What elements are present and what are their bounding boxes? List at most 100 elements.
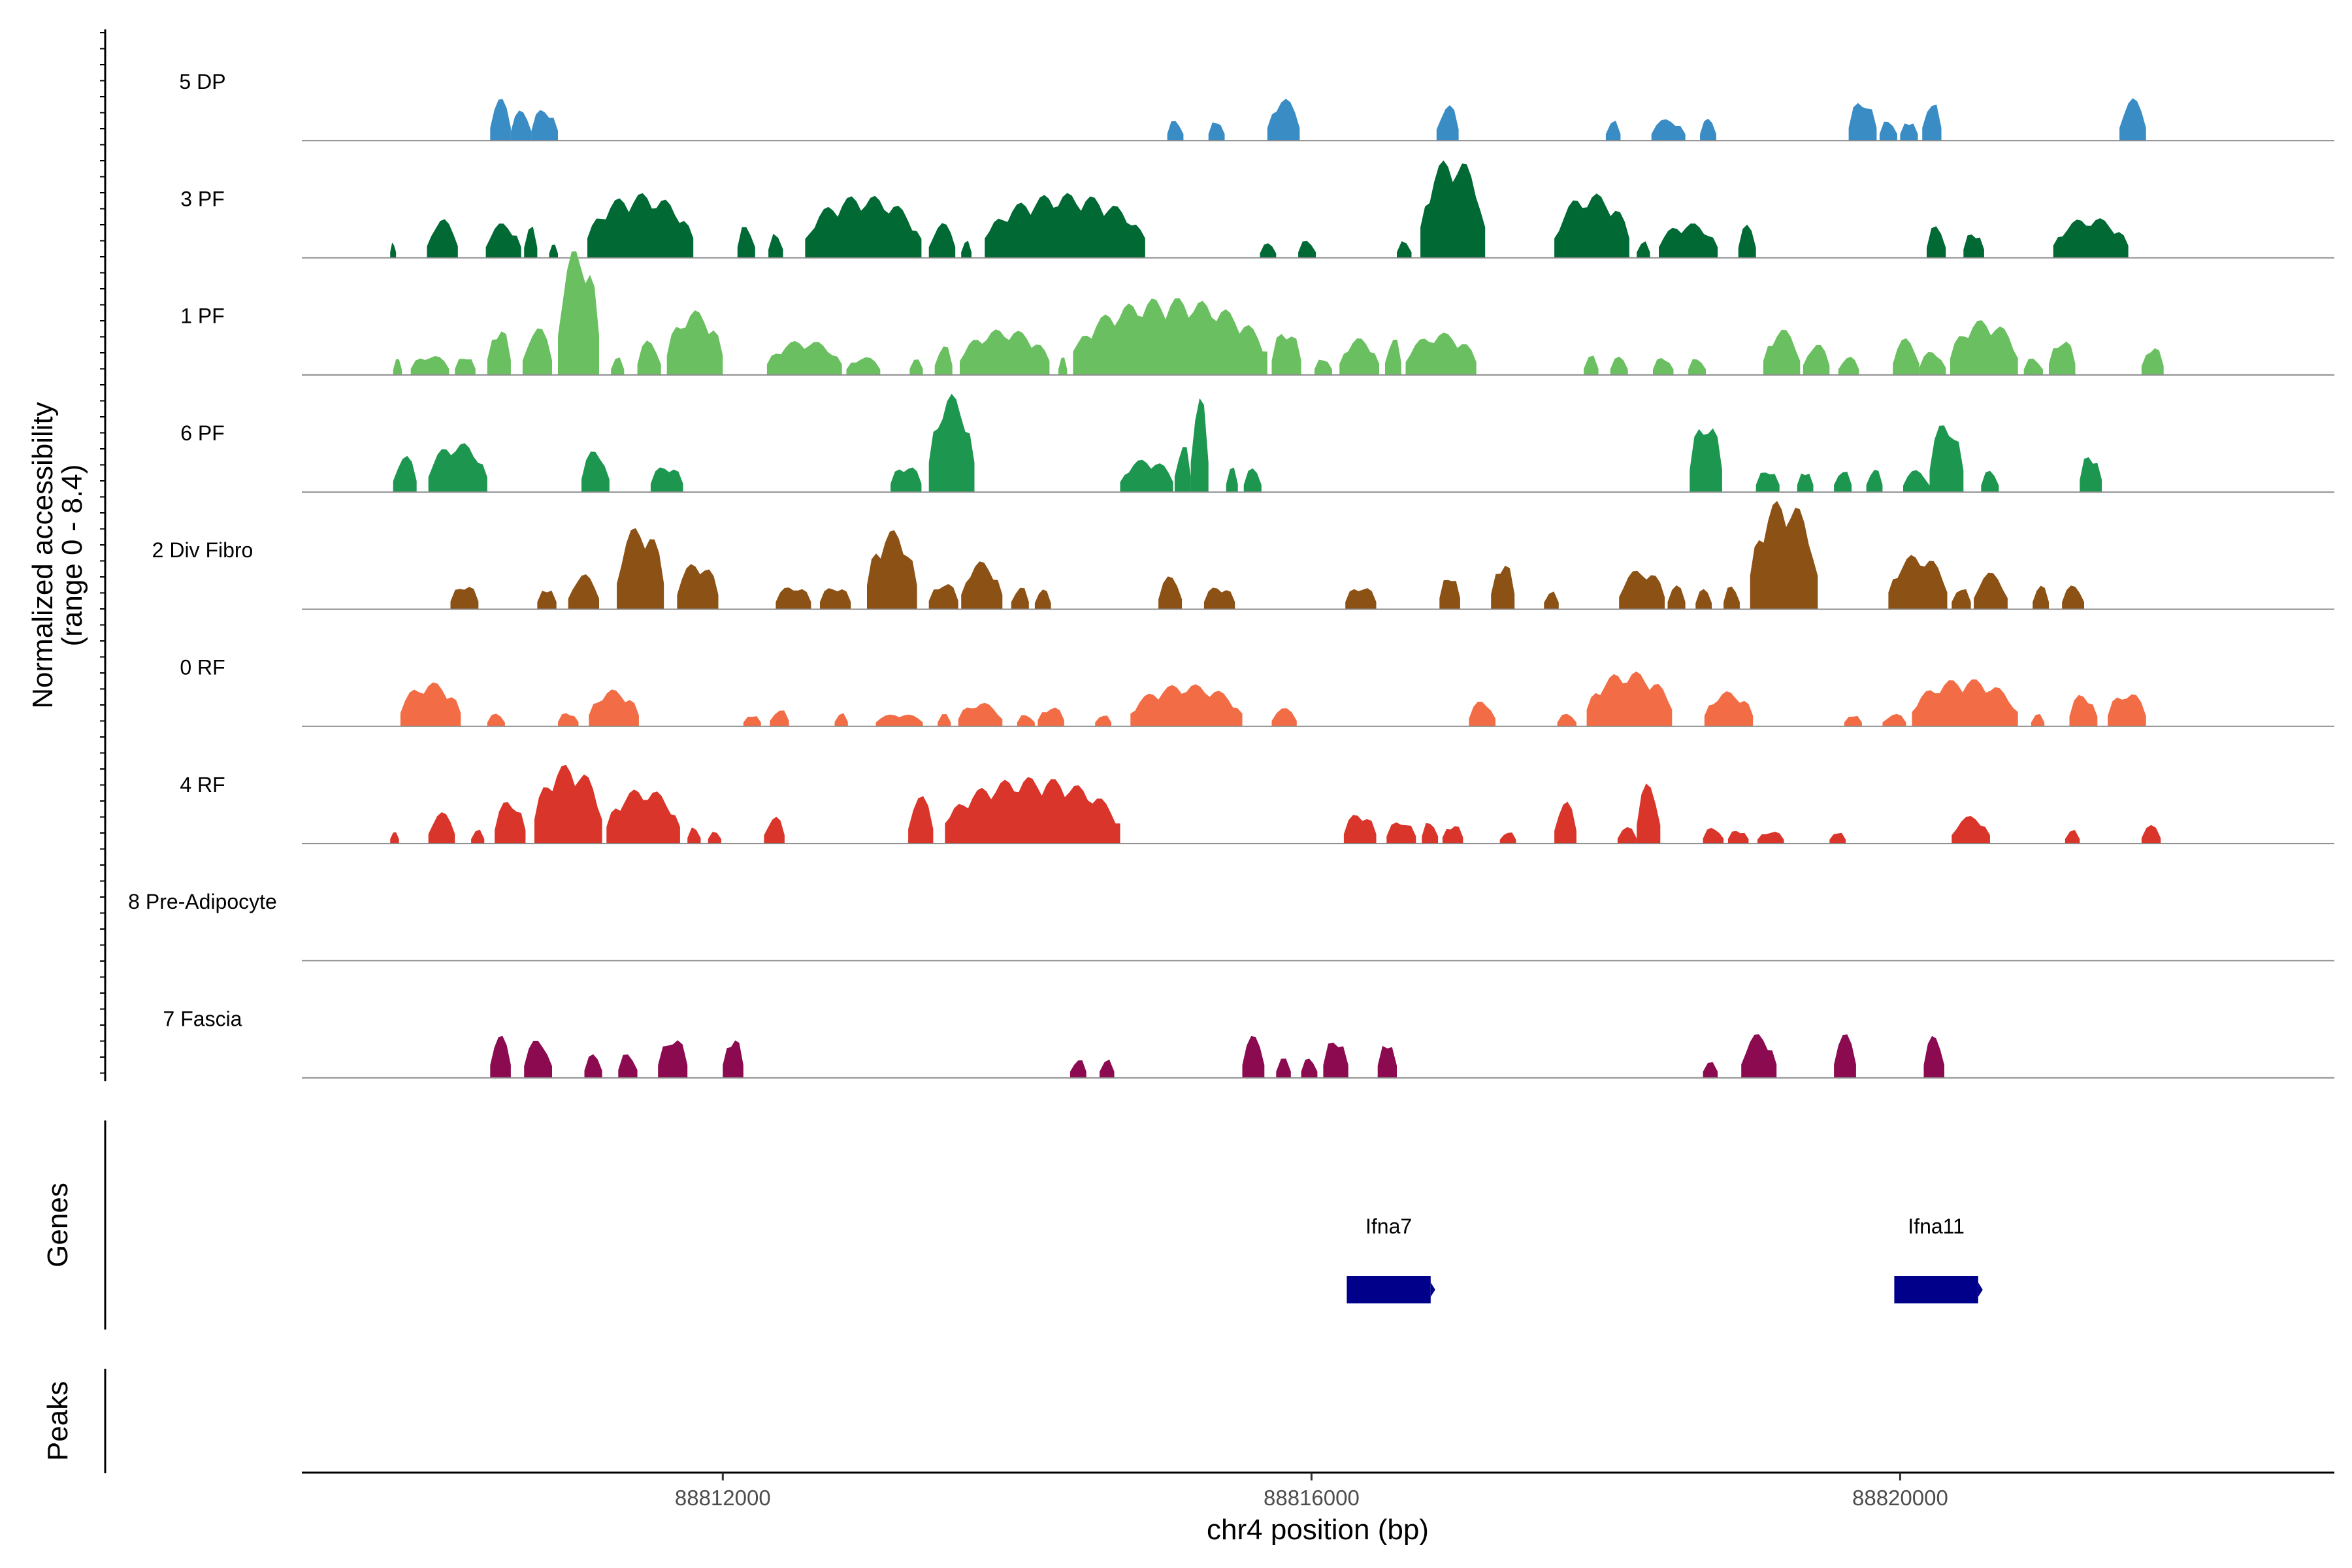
gene-label: Ifna11 [1908, 1215, 1965, 1238]
peak-2-div-fibro [1723, 587, 1740, 610]
peak-3-pf [1298, 241, 1316, 258]
peak-6-pf [393, 456, 417, 492]
peak-7-fascia [1924, 1036, 1945, 1078]
peak-1-pf [1610, 357, 1628, 375]
peak-2-div-fibro [867, 531, 917, 610]
peak-2-div-fibro [1544, 591, 1559, 609]
peak-5-dp [1700, 119, 1716, 141]
peak-4-rf [1554, 802, 1576, 843]
peak-2-div-fibro [929, 584, 958, 610]
peak-1-pf [2049, 342, 2076, 375]
peak-1-pf [611, 357, 624, 375]
peak-3-pf [587, 193, 693, 258]
peak-4-rf [1422, 823, 1438, 843]
peak-4-rf [1344, 815, 1377, 843]
peak-3-pf [1554, 193, 1629, 258]
track-5-dp: 5 DP [179, 70, 2334, 140]
peak-5-dp [1606, 121, 1621, 141]
track-1-pf: 1 PF [180, 252, 2334, 375]
peak-3-pf [985, 193, 1145, 257]
peak-0-rf [1912, 679, 2018, 727]
peak-6-pf [651, 467, 683, 492]
track-7-fascia: 7 Fascia [163, 1007, 2334, 1077]
peak-6-pf [1756, 472, 1780, 492]
peak-0-rf [835, 713, 848, 726]
gene-body [1347, 1276, 1430, 1303]
peak-7-fascia [524, 1041, 552, 1078]
peak-5-dp [490, 99, 511, 141]
peak-2-div-fibro [1011, 588, 1029, 610]
peak-3-pf [961, 241, 972, 258]
track-6-pf: 6 PF [180, 394, 2334, 492]
peak-6-pf [1867, 470, 1883, 492]
peak-1-pf [1058, 357, 1068, 375]
peak-7-fascia [1323, 1043, 1348, 1078]
track-0-rf: 0 RF [180, 656, 2334, 727]
x-tick-label: 88820000 [1852, 1486, 1948, 1510]
peak-4-rf [945, 777, 1120, 843]
peak-4-rf [687, 827, 700, 843]
peak-4-rf [606, 789, 680, 843]
peak-7-fascia [1301, 1058, 1318, 1077]
peak-3-pf [1420, 161, 1485, 258]
peak-5-dp [1849, 103, 1877, 141]
peak-2-div-fibro [1952, 589, 1970, 610]
peak-0-rf [487, 713, 505, 726]
peak-1-pf [1272, 334, 1301, 375]
peak-1-pf [1893, 338, 1919, 375]
peak-7-fascia [618, 1054, 637, 1078]
peak-0-rf [938, 714, 951, 727]
peak-7-fascia [1741, 1034, 1776, 1078]
peak-6-pf [2080, 457, 2102, 493]
peak-7-fascia [490, 1036, 511, 1078]
peak-1-pf [1406, 333, 1477, 375]
peak-1-pf [455, 359, 476, 375]
peak-2-div-fibro [1204, 587, 1235, 609]
peak-1-pf [767, 341, 842, 375]
peak-4-rf [1829, 833, 1846, 843]
track-label: 1 PF [180, 304, 225, 328]
peak-6-pf [1175, 447, 1191, 492]
peak-3-pf [1637, 241, 1650, 257]
peak-3-pf [805, 196, 921, 258]
peak-0-rf [876, 715, 923, 727]
peak-0-rf [1037, 708, 1064, 727]
peak-6-pf [929, 394, 975, 492]
peak-7-fascia [1703, 1062, 1718, 1078]
peak-1-pf [847, 357, 881, 375]
peak-0-rf [1587, 672, 1673, 727]
peak-3-pf [390, 242, 396, 257]
peak-4-rf [1728, 831, 1749, 843]
peak-3-pf [1397, 241, 1412, 258]
track-2-div-fibro: 2 Div Fibro [152, 501, 2334, 610]
accessibility-tracks: 5 DP 3 PF 1 PF 6 PF 2 Div Fibro 0 RF 4 RF 8 Pre… [128, 70, 2334, 1078]
peak-4-rf [1500, 832, 1516, 843]
gene-annotations: Ifna7 Ifna11 [1347, 1215, 1982, 1303]
peak-3-pf [1927, 226, 1946, 257]
peak-7-fascia [1100, 1060, 1115, 1078]
peak-3-pf [1739, 225, 1756, 258]
peak-5-dp [2119, 98, 2146, 140]
genome-track-figure: Normalized accessibility (range 0 - 8.4)… [0, 0, 2352, 1568]
peak-4-rf [471, 830, 484, 843]
peak-0-rf [1272, 708, 1297, 727]
peak-3-pf [1963, 235, 1984, 258]
peak-0-rf [589, 689, 639, 726]
peak-4-rf [908, 796, 933, 844]
gene-label: Ifna7 [1365, 1215, 1412, 1238]
peak-5-dp [1267, 99, 1300, 140]
peak-0-rf [558, 713, 579, 727]
peak-7-fascia [585, 1054, 602, 1078]
peak-0-rf [1882, 714, 1906, 727]
peak-5-dp [1880, 122, 1897, 140]
peak-5-dp [1652, 120, 1686, 141]
peak-7-fascia [658, 1040, 687, 1078]
peak-2-div-fibro [1750, 501, 1818, 610]
peak-4-rf [534, 765, 602, 843]
peak-3-pf [768, 234, 783, 258]
peak-1-pf [1385, 340, 1401, 375]
track-label: 8 Pre-Adipocyte [128, 890, 277, 913]
peak-2-div-fibro [776, 587, 811, 609]
peak-5-dp [1922, 105, 1941, 140]
track-8-pre-adipocyte: 8 Pre-Adipocyte [128, 890, 2334, 960]
